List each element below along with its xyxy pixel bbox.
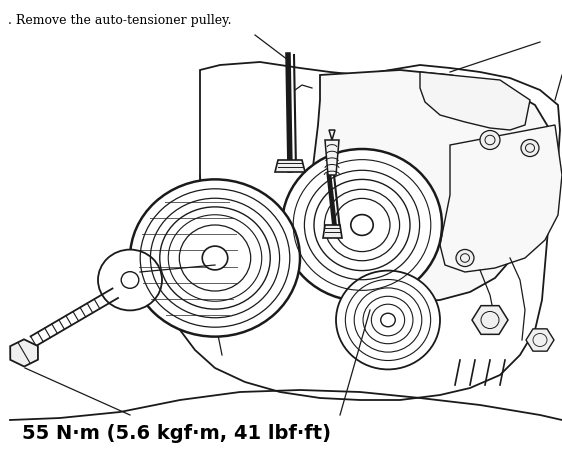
Ellipse shape [351,215,373,235]
Polygon shape [175,62,560,400]
Ellipse shape [121,271,139,288]
Polygon shape [275,160,305,172]
Ellipse shape [282,149,442,301]
Polygon shape [440,125,562,272]
Ellipse shape [521,139,539,157]
Ellipse shape [336,271,440,369]
Ellipse shape [202,246,228,270]
Ellipse shape [480,131,500,149]
Text: 55 N·m (5.6 kgf·m, 41 lbf·ft): 55 N·m (5.6 kgf·m, 41 lbf·ft) [22,424,331,443]
Polygon shape [526,329,554,351]
Polygon shape [472,306,508,335]
Polygon shape [329,130,335,140]
Ellipse shape [130,180,300,337]
Text: . Remove the auto-tensioner pulley.: . Remove the auto-tensioner pulley. [8,14,232,27]
Polygon shape [325,140,339,175]
Polygon shape [10,340,38,367]
Ellipse shape [380,313,395,327]
Ellipse shape [456,250,474,266]
Ellipse shape [98,250,162,310]
Polygon shape [308,70,550,302]
Polygon shape [323,225,342,238]
Polygon shape [420,72,530,130]
